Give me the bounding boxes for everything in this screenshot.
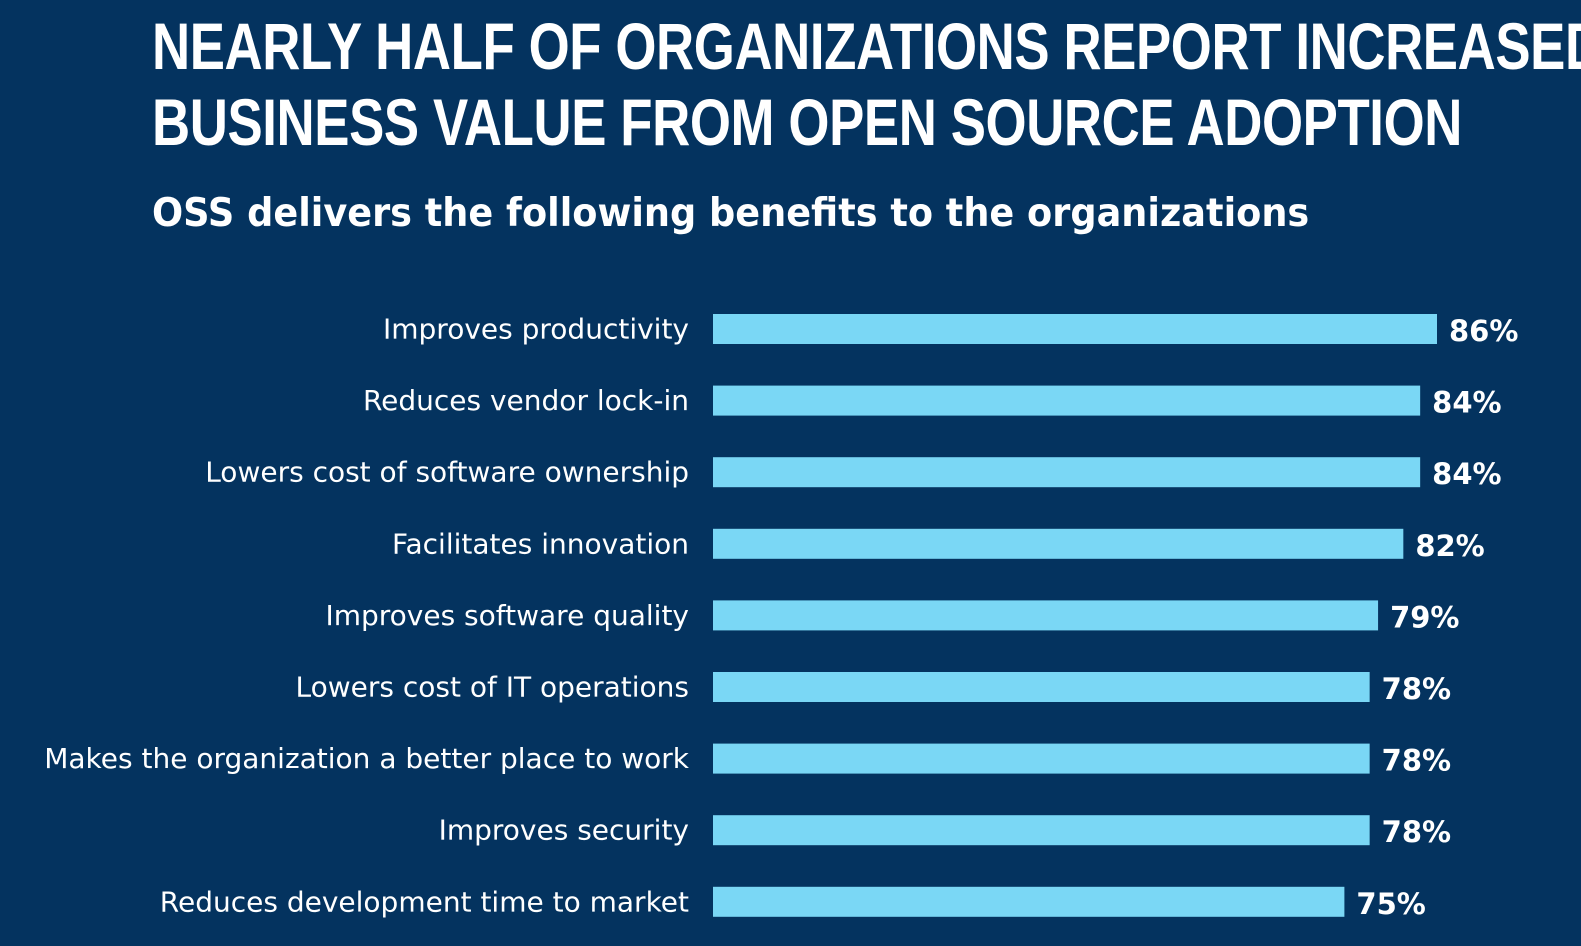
bar-row: Reduces development time to market 75%: [160, 885, 1426, 921]
category-label: Improves software quality: [325, 599, 689, 632]
category-label: Reduces vendor lock-in: [363, 384, 689, 417]
value-label: 84%: [1432, 386, 1501, 420]
category-label: Makes the organization a better place to…: [44, 742, 690, 775]
category-label: Improves security: [439, 814, 689, 847]
bar: [713, 600, 1379, 631]
value-label: 79%: [1390, 600, 1459, 634]
category-label: Facilitates innovation: [392, 527, 689, 560]
category-label: Reduces development time to market: [160, 885, 689, 918]
bar-row: Lowers cost of IT operations 78%: [295, 671, 1451, 707]
value-label: 78%: [1382, 815, 1451, 849]
bar-row: Facilitates innovation 82%: [392, 527, 1485, 563]
value-label: 78%: [1382, 744, 1451, 778]
bar-row: Lowers cost of software ownership 84%: [205, 456, 1501, 492]
bar-row: Makes the organization a better place to…: [44, 742, 1451, 778]
category-label: Lowers cost of IT operations: [295, 671, 689, 704]
bar: [713, 385, 1421, 416]
headline-line-2: BUSINESS VALUE FROM OPEN SOURCE ADOPTION: [152, 85, 1462, 159]
value-label: 86%: [1449, 314, 1518, 348]
bar: [713, 672, 1370, 702]
value-label: 78%: [1382, 672, 1451, 706]
value-label: 82%: [1415, 529, 1484, 563]
value-label: 84%: [1432, 457, 1501, 491]
category-label: Lowers cost of software ownership: [205, 456, 689, 489]
bar: [713, 886, 1345, 917]
bar-row: Improves productivity 86%: [383, 313, 1518, 349]
bar-row: Improves security 78%: [439, 814, 1451, 850]
value-label: 75%: [1356, 887, 1425, 921]
category-label: Improves productivity: [383, 313, 689, 346]
bar-row: Improves software quality 79%: [325, 599, 1459, 635]
chart-subtitle: OSS delivers the following benefits to t…: [152, 191, 1310, 236]
bar: [713, 743, 1370, 774]
bar: [713, 314, 1437, 344]
bar: [713, 457, 1421, 488]
bar: [713, 528, 1404, 559]
bar-row: Reduces vendor lock-in 84%: [363, 384, 1502, 420]
bar: [713, 815, 1370, 846]
